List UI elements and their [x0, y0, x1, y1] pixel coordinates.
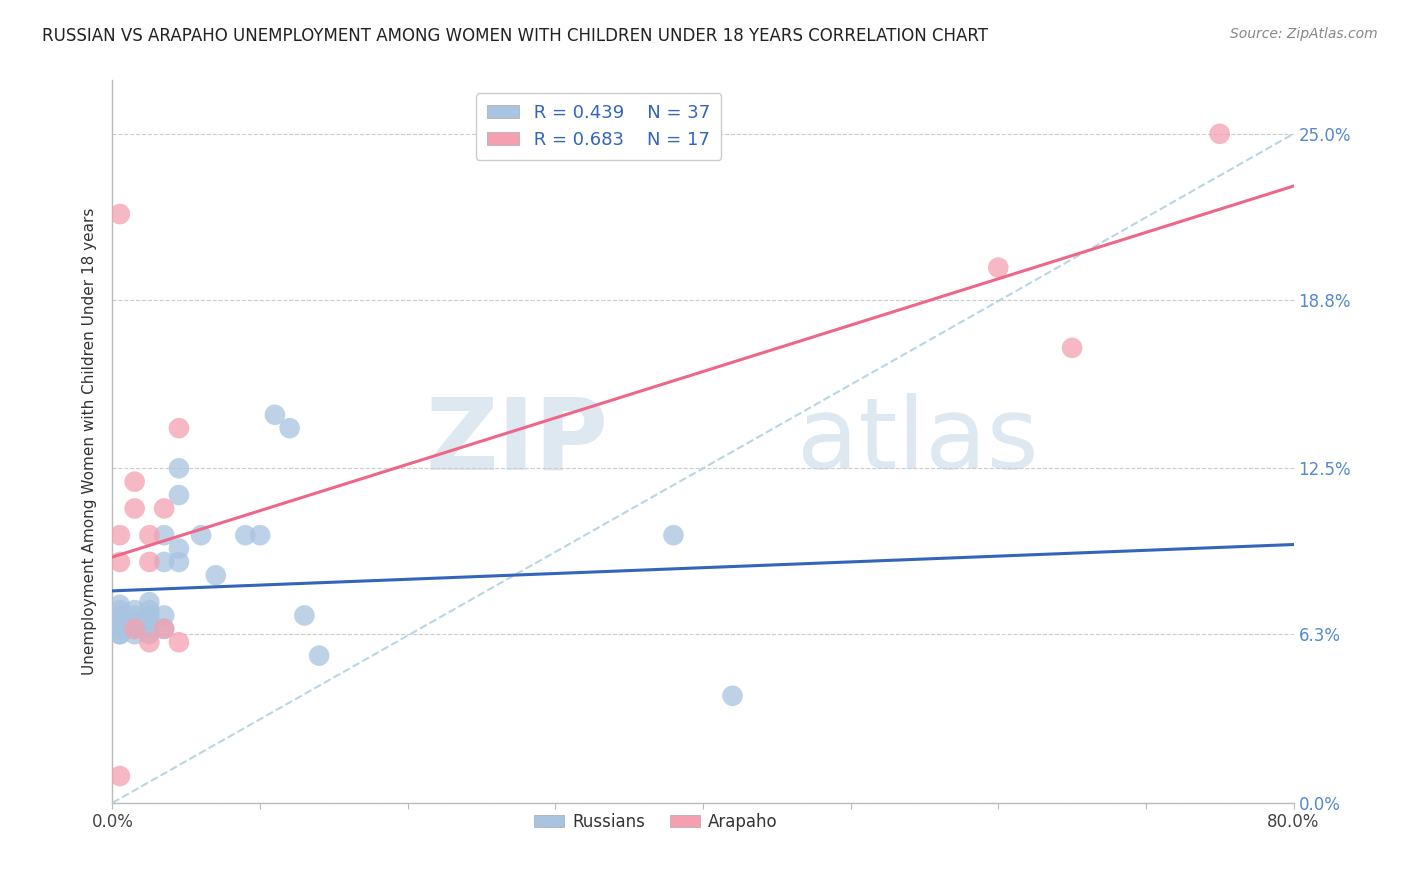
Point	[721, 689, 744, 703]
Point	[124, 622, 146, 636]
Text: RUSSIAN VS ARAPAHO UNEMPLOYMENT AMONG WOMEN WITH CHILDREN UNDER 18 YEARS CORRELA: RUSSIAN VS ARAPAHO UNEMPLOYMENT AMONG WO…	[42, 27, 988, 45]
Point	[124, 614, 146, 628]
Point	[108, 769, 131, 783]
Point	[249, 528, 271, 542]
Point	[124, 622, 146, 636]
Point	[138, 635, 160, 649]
Text: Source: ZipAtlas.com: Source: ZipAtlas.com	[1230, 27, 1378, 41]
Point	[108, 555, 131, 569]
Point	[167, 541, 190, 556]
Text: atlas: atlas	[797, 393, 1039, 490]
Point	[124, 475, 146, 489]
Point	[108, 627, 131, 641]
Point	[108, 598, 131, 612]
Point	[167, 488, 190, 502]
Point	[124, 627, 146, 641]
Point	[108, 608, 131, 623]
Point	[138, 622, 160, 636]
Point	[108, 528, 131, 542]
Point	[138, 608, 160, 623]
Point	[190, 528, 212, 542]
Point	[292, 608, 315, 623]
Point	[108, 614, 131, 628]
Point	[108, 622, 131, 636]
Point	[1062, 341, 1084, 355]
Point	[138, 603, 160, 617]
Point	[167, 635, 190, 649]
Point	[153, 528, 176, 542]
Point	[108, 603, 131, 617]
Point	[264, 408, 287, 422]
Point	[108, 627, 131, 641]
Point	[153, 555, 176, 569]
Point	[308, 648, 330, 663]
Point	[108, 616, 131, 631]
Point	[124, 603, 146, 617]
Point	[124, 608, 146, 623]
Point	[153, 608, 176, 623]
Point	[153, 501, 176, 516]
Point	[167, 555, 190, 569]
Point	[987, 260, 1010, 275]
Point	[205, 568, 228, 582]
Point	[278, 421, 301, 435]
Point	[233, 528, 256, 542]
Point	[167, 421, 190, 435]
Point	[662, 528, 685, 542]
Point	[167, 461, 190, 475]
Point	[138, 627, 160, 641]
Y-axis label: Unemployment Among Women with Children Under 18 years: Unemployment Among Women with Children U…	[82, 208, 97, 675]
Point	[153, 622, 176, 636]
Text: ZIP: ZIP	[426, 393, 609, 490]
Point	[1208, 127, 1232, 141]
Point	[138, 555, 160, 569]
Point	[153, 622, 176, 636]
Point	[108, 207, 131, 221]
Legend: Russians, Arapaho: Russians, Arapaho	[527, 806, 785, 838]
Point	[138, 595, 160, 609]
Point	[138, 528, 160, 542]
Point	[138, 614, 160, 628]
Point	[124, 501, 146, 516]
